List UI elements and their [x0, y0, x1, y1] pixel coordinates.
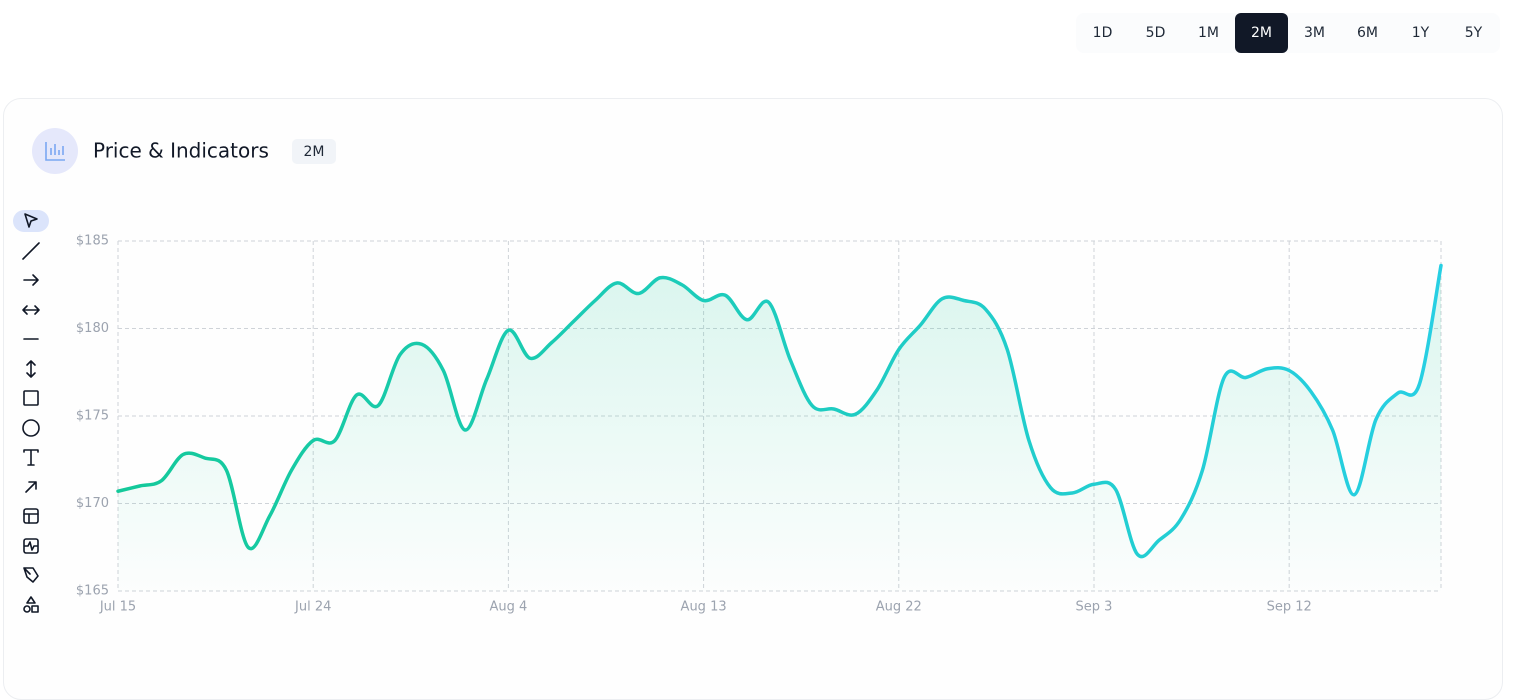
- period-button[interactable]: 6M: [1341, 13, 1394, 53]
- page: {"periods": {"options": ["1D", "5D", "1M…: [3, 13, 1503, 700]
- period-button[interactable]: 1Y: [1394, 13, 1447, 53]
- period-button[interactable]: 5Y: [1447, 13, 1500, 53]
- period-button[interactable]: 2M: [1235, 13, 1288, 53]
- period-button[interactable]: 3M: [1288, 13, 1341, 53]
- period-button[interactable]: 1D: [1076, 13, 1129, 53]
- period-button[interactable]: 5D: [1129, 13, 1182, 53]
- period-selector: 1D 5D 1M 2M 3M 6M 1Y 5Y: [1076, 13, 1500, 53]
- period-button[interactable]: 1M: [1182, 13, 1235, 53]
- chart-card: [3, 98, 1503, 700]
